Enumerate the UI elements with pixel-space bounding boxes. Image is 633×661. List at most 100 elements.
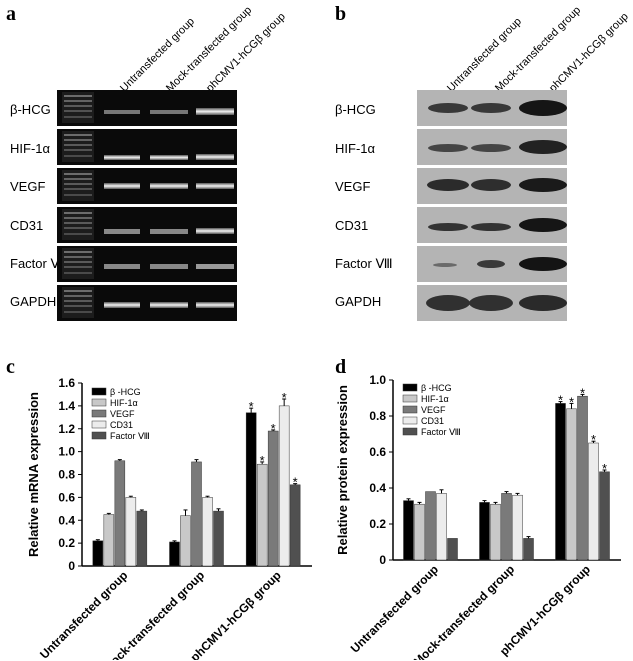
gel-row-label-cd31: CD31 [10, 218, 44, 233]
y-axis-label: Relative protein expression [335, 385, 350, 555]
bar-factor8 [136, 510, 148, 567]
legend-label-hif: HIF-1α [110, 398, 138, 408]
bar-vegf [114, 460, 126, 567]
y-tick-label: 0 [68, 559, 75, 573]
legend-label-vegf: VEGF [110, 409, 135, 419]
wb-row-label-beta-hcg: β-HCG [335, 102, 376, 117]
gel-row-label-factor8: Factor Ⅷ [10, 256, 68, 271]
bar-factor8 [213, 510, 224, 567]
legend-label-beta-hcg: β -HCG [421, 383, 452, 393]
y-tick-label: 0.6 [369, 445, 386, 459]
significance-star: * [591, 432, 596, 447]
legend-label-factor8: Factor Ⅷ [421, 427, 461, 437]
wb-row-label-factor8: Factor Ⅷ [335, 256, 393, 271]
bar-cd31 [512, 494, 523, 561]
significance-star: * [580, 385, 585, 400]
bar-beta-hcg [245, 412, 257, 567]
legend-swatch-beta-hcg [402, 383, 418, 392]
significance-star: * [282, 390, 287, 405]
y-tick-label: 1.2 [58, 422, 75, 436]
panel-label-c: c [6, 356, 15, 378]
legend-swatch-beta-hcg [91, 387, 107, 396]
bar-factor8 [289, 484, 301, 567]
legend-swatch-hif [402, 394, 418, 403]
bar-beta-hcg [92, 540, 104, 567]
significance-star: * [602, 461, 607, 476]
legend-label-vegf: VEGF [421, 405, 446, 415]
gel-image [57, 90, 237, 321]
mrna-expression-chart: 0 0.2 0.4 0.6 0.8 1.0 1.2 1.4 1.6 Relative mRNA e… [26, 376, 312, 660]
legend-swatch-factor8 [91, 431, 107, 440]
y-tick-label: 0.8 [58, 468, 75, 482]
bar-cd31 [202, 497, 213, 567]
significance-star: * [271, 421, 276, 436]
bar-vegf [191, 461, 202, 567]
legend-label-cd31: CD31 [421, 416, 444, 426]
legend-swatch-factor8 [402, 427, 418, 436]
y-tick-label: 0.8 [369, 409, 386, 423]
panel-label-a: a [6, 3, 16, 25]
significance-star: * [260, 453, 265, 468]
bar-hif [490, 503, 501, 561]
y-tick-label: 1.4 [58, 399, 75, 413]
bar-cd31 [278, 405, 290, 567]
legend-label-hif: HIF-1α [421, 394, 449, 404]
bar-hif [180, 515, 191, 567]
y-tick-label: 1.0 [369, 373, 386, 387]
gel-row-label-gapdh: GAPDH [10, 294, 57, 309]
bar-hif [566, 408, 577, 561]
western-blot-panel: Untransfected group Mock-transfected gro… [325, 0, 633, 330]
bar-vegf [577, 395, 588, 561]
y-tick-label: 0.2 [369, 517, 386, 531]
y-tick-label: 1.0 [58, 445, 75, 459]
legend-label-cd31: CD31 [110, 420, 133, 430]
gel-row-label-beta-hcg: β-HCG [10, 102, 51, 117]
bar-cd31 [125, 497, 137, 567]
legend-swatch-hif [91, 398, 107, 407]
bar-beta-hcg [479, 502, 490, 561]
panel-label-d: d [335, 356, 347, 378]
bar-beta-hcg [403, 500, 414, 561]
y-tick-label: 0.4 [369, 481, 386, 495]
gel-strip-beta-hcg [57, 90, 237, 126]
significance-star: * [293, 475, 298, 490]
gel-strip-hif [57, 129, 237, 165]
legend-swatch-vegf [402, 405, 418, 414]
wb-row-label-vegf: VEGF [335, 179, 371, 194]
legend-swatch-cd31 [402, 416, 418, 425]
gel-row-label-hif: HIF-1α [10, 141, 51, 156]
wb-strip-hif [417, 129, 567, 165]
bar-factor8 [599, 471, 610, 561]
wb-row-label-cd31: CD31 [335, 218, 369, 233]
wb-strip-cd31 [417, 207, 567, 243]
x-category-label: Untransfected group [37, 568, 130, 660]
bar-hif [103, 514, 115, 567]
y-axis-label: Relative mRNA expression [26, 392, 41, 557]
bar-vegf [425, 491, 436, 561]
western-blot-image [417, 90, 567, 321]
y-tick-label: 0 [379, 553, 386, 567]
bar-cd31 [588, 442, 599, 561]
gel-strip-factor8 [57, 246, 237, 282]
bar-beta-hcg [555, 403, 566, 561]
legend-label-beta-hcg: β -HCG [110, 387, 141, 397]
gel-row-label-vegf: VEGF [10, 179, 46, 194]
legend-swatch-vegf [91, 409, 107, 418]
bar-factor8 [447, 538, 458, 561]
panel-label-b: b [335, 3, 347, 25]
bar-hif [256, 463, 268, 567]
y-tick-label: 1.6 [58, 376, 75, 390]
wb-strip-gapdh [417, 285, 567, 321]
gel-strip-vegf [57, 168, 237, 204]
bar-vegf [267, 430, 279, 567]
y-tick-label: 0.6 [58, 490, 75, 504]
legend-swatch-cd31 [91, 420, 107, 429]
y-tick-label: 0.4 [58, 513, 75, 527]
bar-cd31 [436, 493, 447, 561]
significance-star: * [569, 394, 574, 409]
bar-beta-hcg [169, 541, 180, 567]
gel-strip-cd31 [57, 207, 237, 243]
legend-label-factor8: Factor Ⅷ [110, 431, 150, 441]
gel-panel: Untransfected group Mock-transfected gro… [0, 0, 320, 330]
wb-strip-factor8 [417, 246, 567, 282]
